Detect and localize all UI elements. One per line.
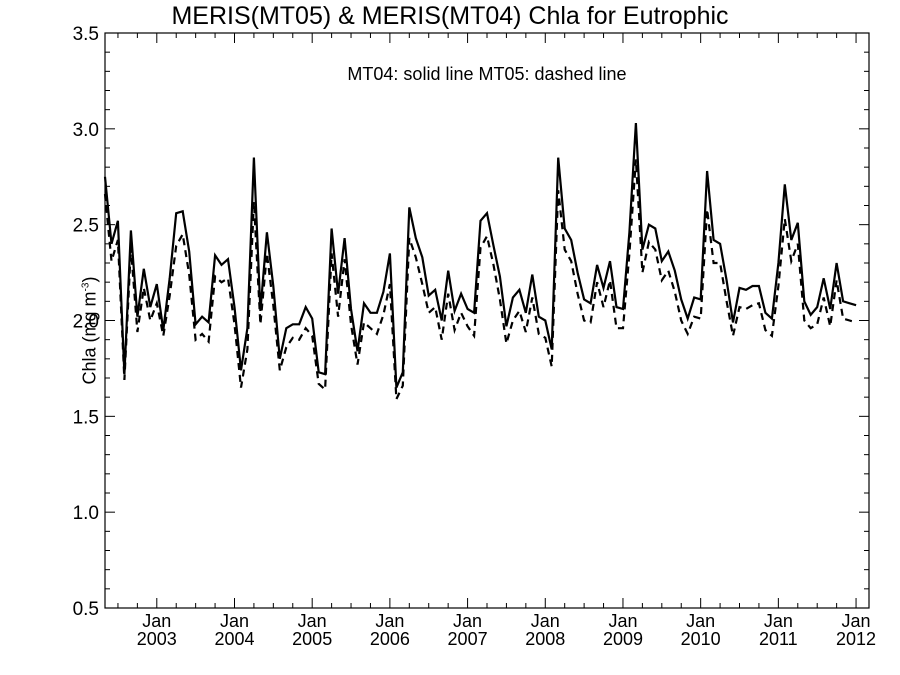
x-tick-year: 2010 <box>681 629 721 649</box>
line-style-legend: MT04: solid line MT05: dashed line <box>347 64 626 84</box>
x-tick-month: Jan <box>453 611 482 631</box>
y-tick-label: 1.5 <box>73 407 99 428</box>
series-group <box>103 123 857 400</box>
x-tick-year: 2009 <box>603 629 643 649</box>
plot-frame <box>104 32 870 609</box>
x-tick-year: 2007 <box>448 629 488 649</box>
x-tick-month: Jan <box>608 611 637 631</box>
chart-title: MERIS(MT05) & MERIS(MT04) Chla for Eutro… <box>171 2 729 30</box>
y-tick-label: 3.5 <box>73 24 99 45</box>
x-tick-year: 2004 <box>214 629 254 649</box>
y-tick-label: 1.0 <box>73 503 99 524</box>
x-tick-month: Jan <box>298 611 327 631</box>
x-tick-month: Jan <box>764 611 793 631</box>
x-tick-month: Jan <box>686 611 715 631</box>
x-tick-month: Jan <box>142 611 171 631</box>
x-tick-year: 2012 <box>836 629 876 649</box>
x-tick-year: 2005 <box>292 629 332 649</box>
y-tick-label: 0.5 <box>73 599 99 620</box>
series-line-mt05 <box>103 159 857 400</box>
x-tick-year: 2011 <box>759 629 798 649</box>
y-tick-label: 3.0 <box>73 120 99 141</box>
x-tick-month: Jan <box>220 611 249 631</box>
x-tick-month: Jan <box>842 611 871 631</box>
series-line-mt04 <box>103 123 857 389</box>
x-tick-year: 2008 <box>525 629 565 649</box>
axes: 0.51.01.52.02.53.03.5Jan2003Jan2004Jan20… <box>73 24 876 649</box>
y-tick-label: 2.5 <box>73 216 99 237</box>
x-tick-year: 2003 <box>137 629 177 649</box>
y-tick-label: 2.0 <box>73 312 99 333</box>
x-tick-year: 2006 <box>370 629 410 649</box>
x-tick-month: Jan <box>375 611 404 631</box>
x-tick-month: Jan <box>531 611 560 631</box>
